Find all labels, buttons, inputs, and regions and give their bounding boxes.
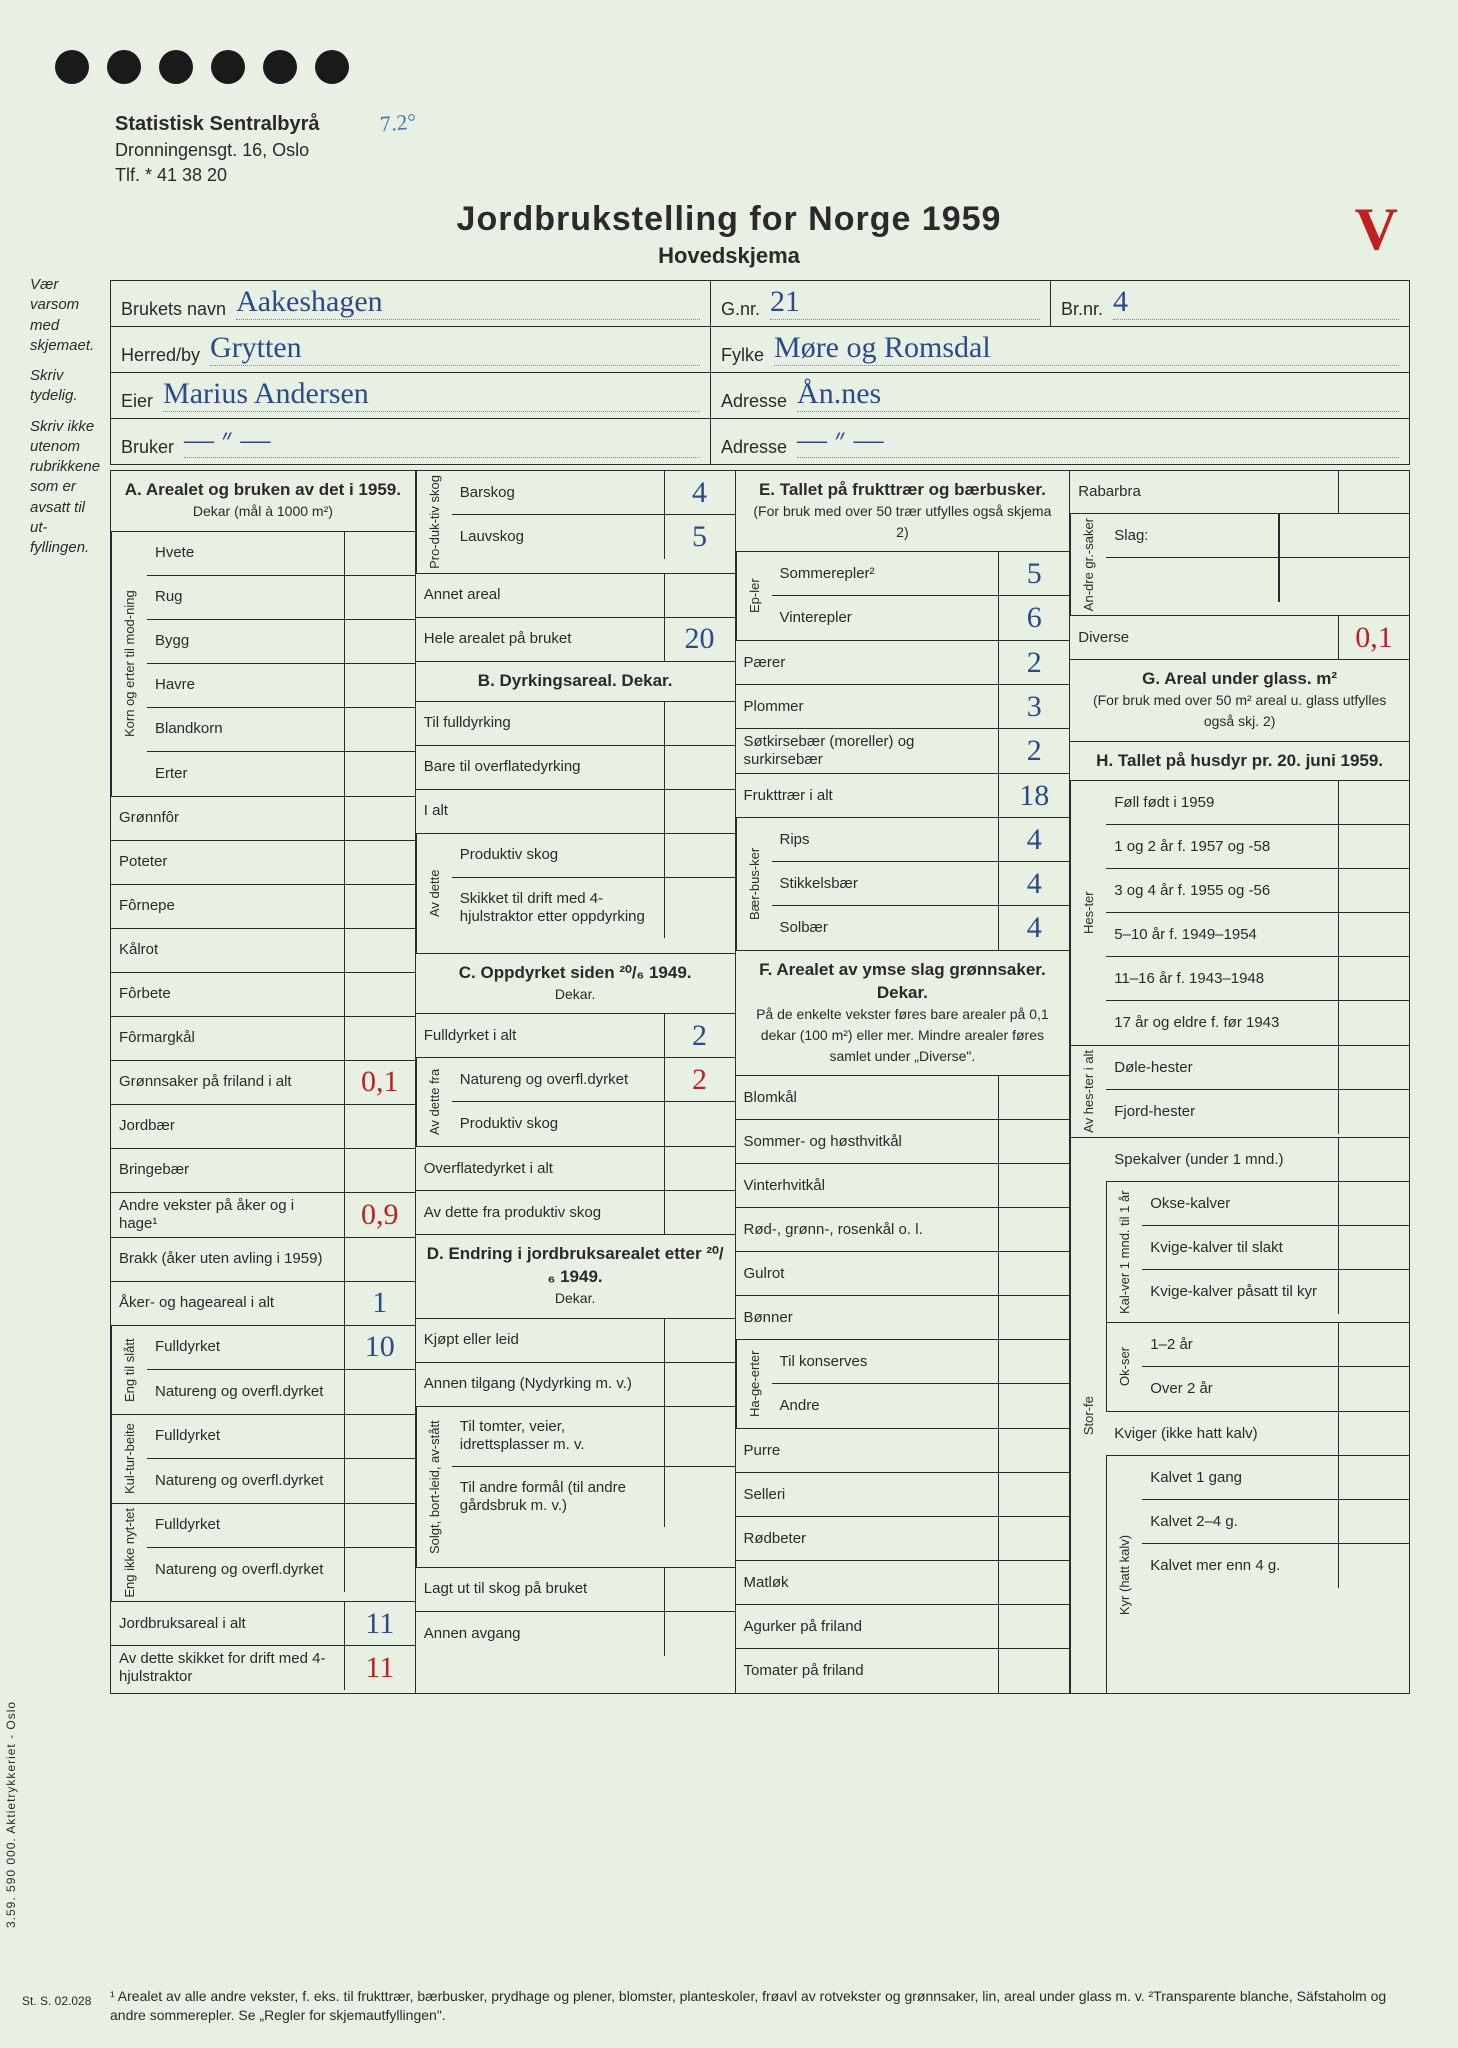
secD-head: D. Endring i jordbruksarealet etter ²⁰/₆… [416, 1235, 735, 1318]
vlabel-korn: Korn og erter til mod-ning [111, 532, 147, 796]
lbl-gnr: G.nr. [721, 299, 760, 320]
val-fylke: Møre og Romsdal [774, 331, 991, 364]
lbl-brukets-navn: Brukets navn [121, 299, 226, 320]
letterhead: Statistisk Sentralbyrå Dronningensgt. 16… [115, 110, 320, 188]
lbl-bruker: Bruker [121, 437, 174, 458]
val-bruker: — ״ — [184, 423, 270, 456]
secH-head: H. Tallet på husdyr pr. 20. juni 1959. [1070, 742, 1409, 782]
val-adresse1: Ån.nes [797, 377, 881, 410]
lbl-eier: Eier [121, 391, 153, 412]
note-top: 7.2° [379, 108, 417, 137]
print-code-bottom: St. S. 02.028 [22, 1994, 91, 2008]
secB-head: B. Dyrkingsareal. Dekar. [416, 662, 735, 702]
title-block: Jordbrukstelling for Norge 1959 Hovedskj… [0, 200, 1458, 269]
footnote: ¹ Arealet av alle andre vekster, f. eks.… [110, 1987, 1410, 2026]
val-eier: Marius Andersen [163, 377, 369, 410]
header-fields: Brukets navn Aakeshagen G.nr. 21 Br.nr. … [110, 280, 1410, 465]
org-addr: Dronningensgt. 16, Oslo [115, 138, 320, 163]
col-BCD: Pro-duk-tiv skog Barskog4 Lauvskog5 Anne… [416, 470, 736, 1693]
val-gnr: 21 [770, 285, 800, 318]
val-adresse2: — ״ — [797, 423, 883, 456]
main-form-grid: A. Arealet og bruken av det i 1959.Dekar… [110, 470, 1410, 1694]
title-sub: Hovedskjema [0, 243, 1458, 269]
val-brukets-navn: Aakeshagen [236, 285, 383, 318]
org-tel: Tlf. * 41 38 20 [115, 163, 320, 188]
secE-head: E. Tallet på frukttrær og bærbusker.(For… [736, 470, 1070, 552]
secC-head: C. Oppdyrket siden ²⁰/₆ 1949.Dekar. [416, 954, 735, 1015]
secG-head: G. Areal under glass. m²(For bruk med ov… [1070, 660, 1409, 741]
val-brnr: 4 [1113, 285, 1128, 318]
margin-instructions: Vær varsom med skjemaet. Skriv tydelig. … [30, 275, 100, 568]
lbl-adresse1: Adresse [721, 391, 787, 412]
checkmark: V [1355, 195, 1398, 264]
lbl-brnr: Br.nr. [1061, 299, 1103, 320]
org-name: Statistisk Sentralbyrå [115, 110, 320, 138]
title-main: Jordbrukstelling for Norge 1959 [0, 200, 1458, 239]
col-GH: Rabarbra An-dre gr.-saker Slag: Diverse0… [1070, 470, 1410, 1693]
col-EF: E. Tallet på frukttrær og bærbusker.(For… [736, 470, 1071, 1693]
lbl-fylke: Fylke [721, 345, 764, 366]
val-herred: Grytten [210, 331, 302, 364]
col-A: A. Arealet og bruken av det i 1959.Dekar… [111, 470, 416, 1693]
lbl-adresse2: Adresse [721, 437, 787, 458]
print-code-side: 3.59. 590 000. Aktietrykkeriet - Oslo [4, 1701, 18, 1928]
secF-head: F. Arealet av ymse slag grønnsaker. Deka… [736, 951, 1070, 1076]
punch-holes [55, 50, 349, 84]
lbl-herred: Herred/by [121, 345, 200, 366]
secA-head: A. Arealet og bruken av det i 1959.Dekar… [111, 470, 415, 532]
